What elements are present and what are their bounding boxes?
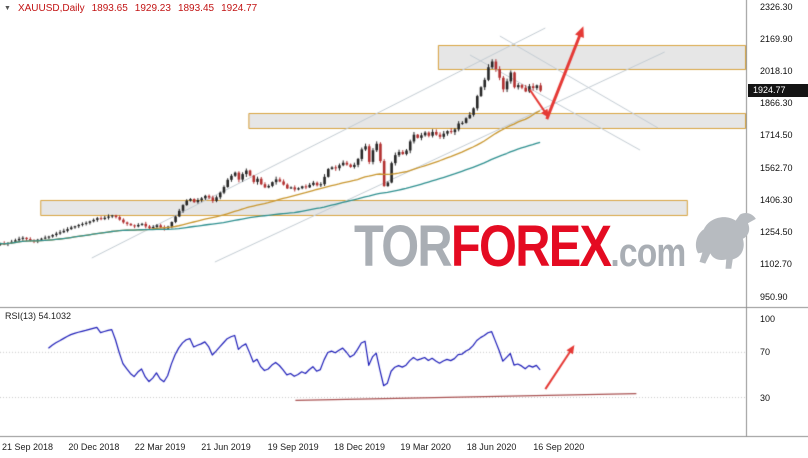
time-axis-label: 16 Sep 2020	[533, 442, 585, 452]
symbol-dropdown-icon[interactable]: ▼	[4, 5, 11, 12]
time-axis-label: 21 Sep 2018	[2, 442, 54, 452]
time-axis-label: 18 Jun 2020	[466, 442, 517, 452]
price-tick-label: 1102.70	[760, 259, 792, 270]
rsi-tick-label: 30	[760, 392, 771, 403]
price-tick-label: 1406.30	[760, 195, 793, 206]
price-tick-label: 950.90	[760, 291, 788, 302]
rsi-tick-label: 100	[760, 313, 776, 324]
current-price-badge: 1924.77	[748, 84, 808, 98]
watermark-tor: TOR	[354, 214, 453, 279]
watermark: TOR FOREX .com	[354, 200, 763, 276]
rsi-tick-label: 70	[760, 347, 771, 358]
time-axis-label: 19 Sep 2019	[267, 442, 319, 452]
price-tick-label: 1254.50	[760, 227, 793, 238]
rsi-axis: 100 70 30	[746, 0, 808, 436]
ohlc-open: 1893.65	[91, 3, 128, 14]
price-axis: 2326.30 2169.90 2018.10 1866.30 1714.50 1562.…	[746, 0, 808, 436]
watermark-com: .com	[610, 231, 686, 275]
rsi-indicator-label: RSI(13) 54.1032	[5, 311, 72, 321]
symbol-info: ▼ XAUUSD,Daily 1893.65 1929.23 1893.45 1…	[4, 3, 257, 14]
time-axis-label: 20 Dec 2018	[68, 442, 120, 452]
price-tick-label: 2018.10	[760, 66, 793, 77]
price-tick-label: 2326.30	[760, 1, 793, 12]
time-axis-label: 18 Dec 2019	[334, 442, 386, 452]
price-tick-label: 1714.50	[760, 130, 793, 141]
watermark-forex: FOREX	[450, 214, 612, 279]
time-axis-label: 21 Jun 2019	[201, 442, 251, 452]
symbol-label: XAUUSD,Daily	[17, 3, 85, 14]
torforex-bull-logo	[695, 213, 756, 269]
time-axis-label: 22 Mar 2019	[134, 442, 186, 452]
price-tick-label: 1562.70	[760, 162, 793, 173]
ohlc-high: 1929.23	[134, 3, 171, 14]
time-axis: 21 Sep 2018 20 Dec 2018 22 Mar 2019 21 Jun …	[0, 442, 808, 458]
time-axis-label: 19 Mar 2020	[400, 442, 451, 452]
ohlc-low: 1893.45	[177, 3, 215, 14]
ohlc-close: 1924.77	[221, 3, 258, 14]
price-tick-label: 1866.30	[760, 98, 793, 109]
price-tick-label: 2169.90	[760, 34, 793, 45]
